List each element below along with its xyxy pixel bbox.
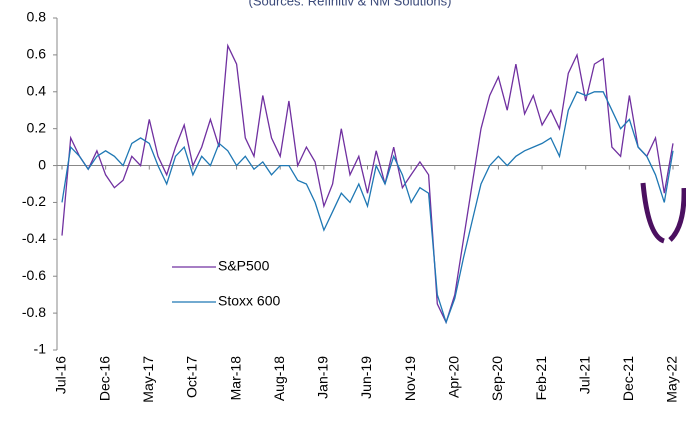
x-tick-label: Jul-21 <box>576 356 592 394</box>
x-tick-label: Nov-19 <box>402 356 418 401</box>
legend-label: Stoxx 600 <box>218 293 280 309</box>
chart-subtitle: (Sources: Refinitiv & NM Solutions) <box>248 0 451 8</box>
x-tick-label: May-22 <box>664 356 680 403</box>
annotation-arc <box>640 182 666 244</box>
x-tick-label: Jun-19 <box>358 356 374 399</box>
series-line <box>61 43 674 325</box>
y-tick-label: 0 <box>38 156 46 172</box>
x-tick-label: Apr-20 <box>445 356 461 398</box>
y-tick-label: 0.6 <box>27 46 47 62</box>
x-tick-label: Sep-20 <box>489 356 505 401</box>
y-tick-label: -0.4 <box>22 230 46 246</box>
y-tick-label: -1 <box>34 341 47 357</box>
x-tick-label: Dec-16 <box>96 356 112 401</box>
legend-label: S&P500 <box>218 258 270 274</box>
x-tick-label: Aug-18 <box>271 356 287 401</box>
series-line <box>61 90 674 325</box>
x-tick-label: Mar-18 <box>227 356 243 401</box>
x-tick-label: Jan-19 <box>315 356 331 399</box>
x-tick-label: Feb-21 <box>533 356 549 401</box>
x-tick-label: May-17 <box>140 356 156 403</box>
y-tick-label: 0.4 <box>27 82 47 98</box>
y-tick-label: -0.8 <box>22 304 46 320</box>
y-tick-label: 0.2 <box>27 119 47 135</box>
x-tick-label: Dec-21 <box>620 356 636 401</box>
annotation-arc <box>668 187 686 242</box>
y-tick-label: -0.6 <box>22 267 46 283</box>
x-tick-label: Jul-16 <box>53 356 69 394</box>
x-tick-label: Oct-17 <box>184 356 200 398</box>
y-tick-label: -0.2 <box>22 193 46 209</box>
y-tick-label: 0.8 <box>27 9 47 25</box>
